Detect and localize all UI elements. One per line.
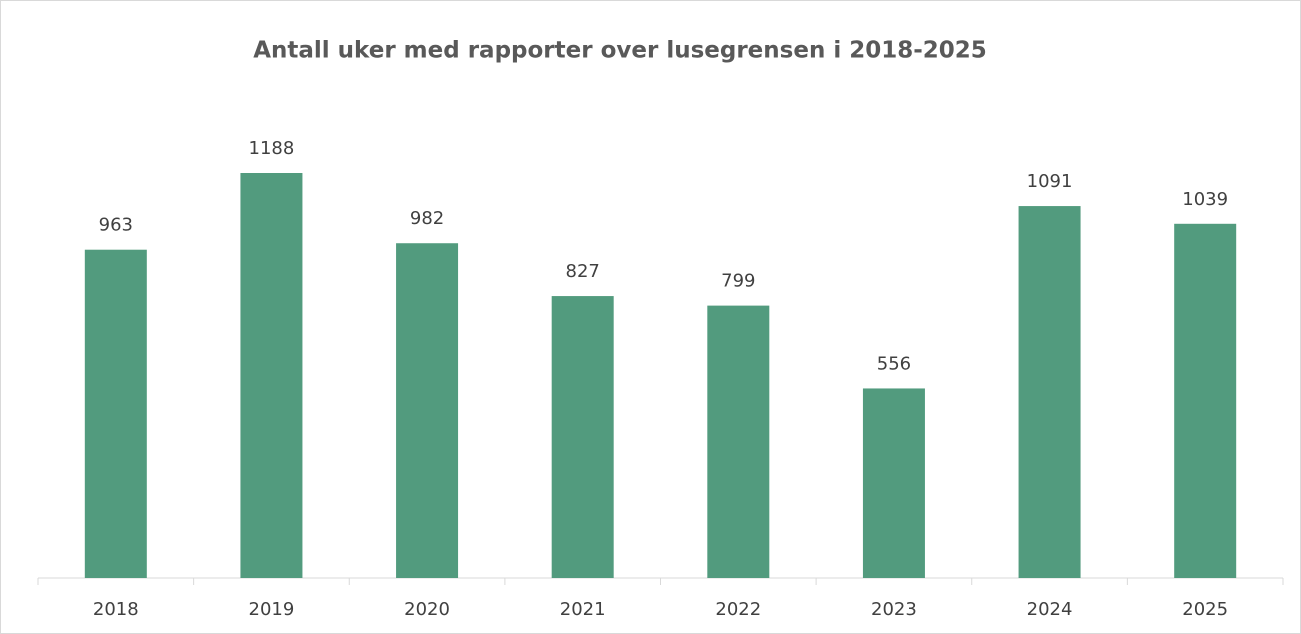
bar xyxy=(84,249,147,579)
value-label: 827 xyxy=(566,261,600,282)
bar xyxy=(396,243,459,578)
value-label: 982 xyxy=(410,208,444,229)
value-label: 1091 xyxy=(1027,171,1073,192)
value-label: 556 xyxy=(877,353,911,374)
x-tick-label: 2023 xyxy=(871,599,917,620)
chart-title: Antall uker med rapporter over lusegrens… xyxy=(253,38,987,64)
value-label: 799 xyxy=(721,271,755,292)
x-tick-label: 2020 xyxy=(404,599,450,620)
bar xyxy=(707,305,770,578)
x-tick-label: 2022 xyxy=(715,599,761,620)
bar xyxy=(862,388,925,578)
bar xyxy=(1018,206,1081,578)
value-label: 1188 xyxy=(249,138,295,159)
x-tick-label: 2025 xyxy=(1182,599,1228,620)
value-label: 1039 xyxy=(1182,189,1228,210)
bar xyxy=(551,296,614,578)
bar xyxy=(1174,223,1237,578)
x-tick-label: 2019 xyxy=(249,599,295,620)
x-tick-label: 2024 xyxy=(1027,599,1073,620)
x-tick-label: 2021 xyxy=(560,599,606,620)
x-tick-label: 2018 xyxy=(93,599,139,620)
bar xyxy=(240,173,303,578)
value-label: 963 xyxy=(99,215,133,236)
